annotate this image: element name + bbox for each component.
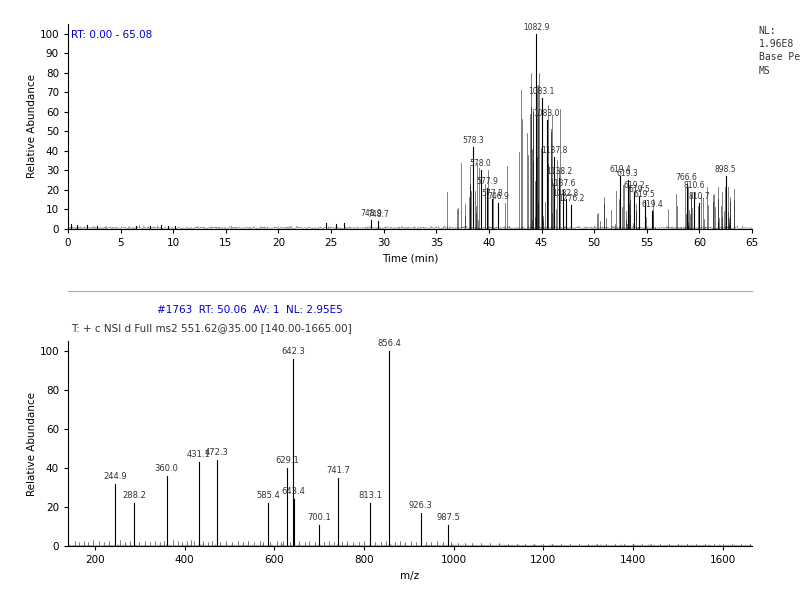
Text: 578.0: 578.0 xyxy=(470,159,491,168)
Text: 1082.9: 1082.9 xyxy=(523,23,550,32)
Text: 643.4: 643.4 xyxy=(282,487,306,496)
Text: T: + c NSI d Full ms2 551.62@35.00 [140.00-1665.00]: T: + c NSI d Full ms2 551.62@35.00 [140.… xyxy=(71,323,352,333)
Text: 619.5: 619.5 xyxy=(629,185,650,194)
Text: 431.1: 431.1 xyxy=(186,450,210,459)
Text: 746.9: 746.9 xyxy=(487,193,510,202)
Text: 1276.2: 1276.2 xyxy=(558,194,584,203)
Text: 1137.6: 1137.6 xyxy=(550,179,576,188)
Text: 1138.2: 1138.2 xyxy=(546,167,573,176)
Text: 926.3: 926.3 xyxy=(409,501,433,510)
Text: 748.7: 748.7 xyxy=(367,210,390,219)
Text: 741.7: 741.7 xyxy=(326,466,350,475)
Text: 1083.1: 1083.1 xyxy=(528,87,554,96)
X-axis label: m/z: m/z xyxy=(401,571,419,581)
Text: 244.9: 244.9 xyxy=(103,472,127,481)
Text: 1137.8: 1137.8 xyxy=(541,146,567,155)
Y-axis label: Relative Abundance: Relative Abundance xyxy=(26,392,37,496)
Text: 813.1: 813.1 xyxy=(358,491,382,500)
Text: RT: 0.00 - 65.08: RT: 0.00 - 65.08 xyxy=(71,30,153,40)
Text: 619.5: 619.5 xyxy=(634,190,655,199)
X-axis label: Time (min): Time (min) xyxy=(382,253,438,263)
Text: 585.4: 585.4 xyxy=(256,491,280,500)
Text: 700.1: 700.1 xyxy=(307,512,331,521)
Text: 619.3: 619.3 xyxy=(617,169,638,178)
Text: 360.0: 360.0 xyxy=(154,464,178,473)
Text: 578.3: 578.3 xyxy=(462,136,484,145)
Text: 748.9: 748.9 xyxy=(360,209,382,218)
Text: 619.4: 619.4 xyxy=(610,165,631,174)
Y-axis label: Relative Abundance: Relative Abundance xyxy=(26,74,37,178)
Text: 898.5: 898.5 xyxy=(715,165,737,174)
Text: 577.8: 577.8 xyxy=(482,188,503,197)
Text: 619.4: 619.4 xyxy=(641,200,663,209)
Text: 619.2: 619.2 xyxy=(623,181,645,190)
Text: #1763  RT: 50.06  AV: 1  NL: 2.95E5: #1763 RT: 50.06 AV: 1 NL: 2.95E5 xyxy=(157,305,342,314)
Text: 577.9: 577.9 xyxy=(476,177,498,186)
Text: 987.5: 987.5 xyxy=(436,512,460,521)
Text: 1082.8: 1082.8 xyxy=(553,188,579,197)
Text: 288.2: 288.2 xyxy=(122,491,146,500)
Text: 642.3: 642.3 xyxy=(282,347,306,356)
Text: 810.7: 810.7 xyxy=(689,193,710,202)
Text: 856.4: 856.4 xyxy=(378,339,402,348)
Text: 629.1: 629.1 xyxy=(275,456,299,465)
Text: 1083.0: 1083.0 xyxy=(534,109,560,118)
Text: 766.6: 766.6 xyxy=(676,173,698,182)
Text: NL:
1.96E8
Base Peak
MS: NL: 1.96E8 Base Peak MS xyxy=(759,26,800,76)
Text: 472.3: 472.3 xyxy=(205,448,229,457)
Text: 810.6: 810.6 xyxy=(683,181,705,190)
